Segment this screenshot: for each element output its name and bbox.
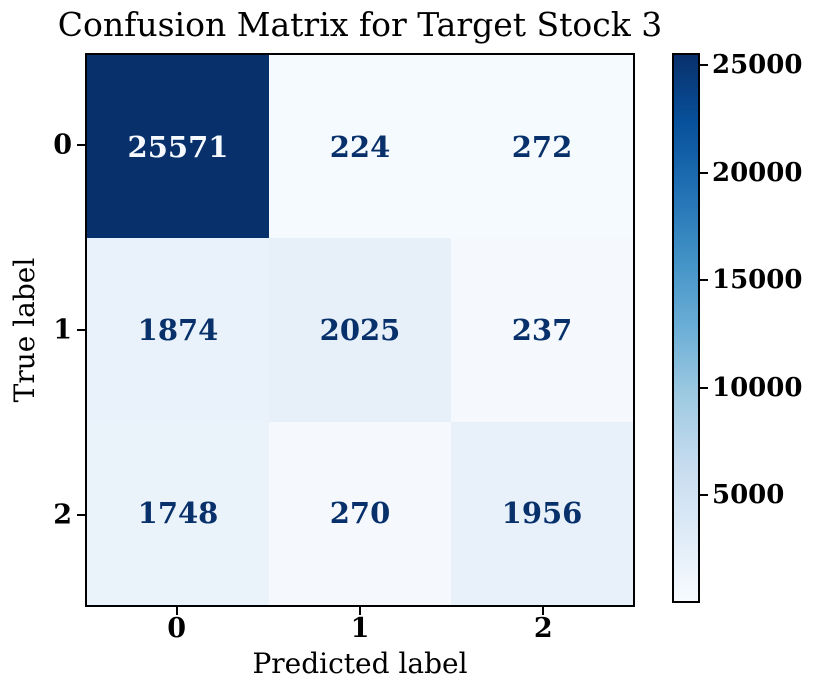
colorbar-tick-mark-0 xyxy=(700,494,708,497)
x-tick-mark-1 xyxy=(359,607,361,615)
colorbar-tick-label-4: 25000 xyxy=(712,50,803,81)
heatmap-cell-r1-c2: 237 xyxy=(451,238,633,422)
x-axis-label: Predicted label xyxy=(252,647,468,680)
colorbar-tick-mark-4 xyxy=(700,64,708,67)
y-tick-label-2: 2 xyxy=(53,499,72,531)
x-tick-mark-2 xyxy=(542,607,545,615)
y-axis-label: True label xyxy=(8,257,41,403)
y-tick-mark-2 xyxy=(77,513,85,516)
colorbar-tick-label-1: 10000 xyxy=(712,372,803,403)
heatmap-cell-r0-c1: 224 xyxy=(269,55,451,239)
heatmap-cell-r2-c0: 1748 xyxy=(87,421,269,605)
heatmap-cell-r0-c0: 25571 xyxy=(87,55,269,239)
heatmap-cell-r1-c1: 2025 xyxy=(269,238,451,422)
x-tick-label-0: 0 xyxy=(167,613,187,644)
heatmap-cell-r1-c0: 1874 xyxy=(87,238,269,422)
colorbar-tick-mark-3 xyxy=(700,171,708,174)
x-tick-mark-0 xyxy=(175,607,178,615)
y-tick-mark-0 xyxy=(77,144,85,147)
colorbar-tick-label-0: 5000 xyxy=(712,480,785,511)
colorbar-tick-mark-2 xyxy=(700,279,708,282)
colorbar-tick-mark-1 xyxy=(700,386,708,389)
chart-title: Confusion Matrix for Target Stock 3 xyxy=(57,5,663,44)
colorbar-tick-label-3: 20000 xyxy=(712,157,803,188)
colorbar xyxy=(672,53,700,603)
colorbar-tick-label-2: 15000 xyxy=(712,265,803,296)
heatmap-cell-r2-c1: 270 xyxy=(269,421,451,605)
heatmap-cell-r2-c2: 1956 xyxy=(451,421,633,605)
y-tick-label-1: 1 xyxy=(53,314,72,346)
x-tick-label-2: 2 xyxy=(533,613,553,644)
y-tick-mark-1 xyxy=(77,329,85,331)
y-tick-label-0: 0 xyxy=(53,129,72,161)
heatmap-cell-r0-c2: 272 xyxy=(451,55,633,239)
x-tick-label-1: 1 xyxy=(350,613,370,644)
heatmap-grid: 25571 224 272 1874 2025 237 1748 270 1956 xyxy=(85,53,635,607)
